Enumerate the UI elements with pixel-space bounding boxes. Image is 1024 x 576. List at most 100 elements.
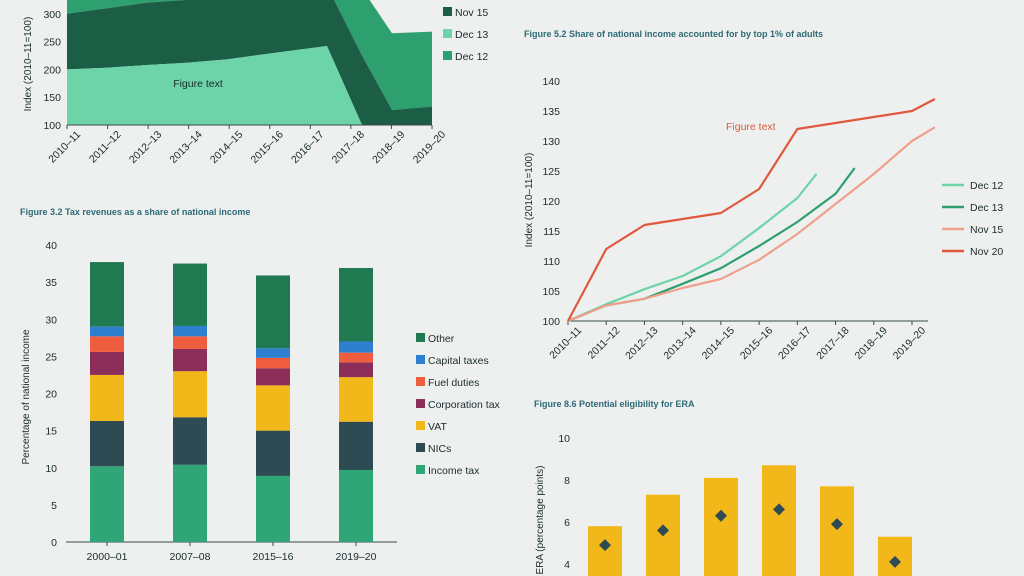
era-y-tick: 8 xyxy=(564,475,570,487)
era-marker xyxy=(657,524,669,537)
era-y-tick: 4 xyxy=(564,559,570,571)
line-y-tick: 135 xyxy=(542,106,560,118)
line-annotation: Figure text xyxy=(726,121,776,133)
area-x-tick: 2013–14 xyxy=(167,129,205,167)
line-y-tick: 105 xyxy=(542,286,560,298)
area-nov15 xyxy=(67,0,432,125)
area-legend-label: Dec 12 xyxy=(455,51,488,63)
area-x-tick: 2018–19 xyxy=(370,129,408,167)
bar-legend-swatch xyxy=(416,355,425,364)
bar-segment xyxy=(173,336,207,349)
era-chart: 4 6 8 10 ERA (percentage points) xyxy=(535,433,912,576)
bar-x-tick: 2000–01 xyxy=(87,551,128,563)
area-legend-label: Nov 15 xyxy=(455,7,488,19)
line-y-tick: 130 xyxy=(542,136,560,148)
area-y-tick: 200 xyxy=(43,64,61,76)
line-series-nov15 xyxy=(567,126,936,323)
area-legend-swatch xyxy=(443,29,452,38)
line-y-tick: 110 xyxy=(543,256,560,268)
era-chart-title: Figure 8.6 Potential eligibility for ERA xyxy=(534,399,695,409)
line-x-tick: 2015–16 xyxy=(738,325,776,363)
bar-segment xyxy=(173,464,207,542)
bar-legend-swatch xyxy=(416,443,425,452)
bar-segment xyxy=(90,466,124,542)
line-x-tick: 2012–13 xyxy=(623,325,661,363)
era-y-tick: 10 xyxy=(558,433,570,445)
bar-chart-title: Figure 3.2 Tax revenues as a share of na… xyxy=(20,207,250,217)
line-x-tick: 2011–12 xyxy=(585,325,622,362)
bar-segment xyxy=(90,420,124,467)
area-y-tick: 250 xyxy=(43,37,61,49)
bar-segment xyxy=(339,352,373,363)
bar-y-tick: 25 xyxy=(45,351,57,363)
bar-segment xyxy=(339,377,373,422)
line-series-dec13 xyxy=(567,167,856,323)
bar-segment xyxy=(90,326,124,337)
bar-x-tick: 2019–20 xyxy=(336,551,377,563)
area-x-tick: 2012–13 xyxy=(127,129,165,167)
era-marker xyxy=(889,555,901,568)
line-x-tick: 2010–11 xyxy=(547,325,584,362)
bar-y-tick: 30 xyxy=(45,314,57,326)
line-series-nov20 xyxy=(567,98,936,322)
line-y-tick: 140 xyxy=(542,76,560,88)
bar-legend-swatch xyxy=(416,377,425,386)
area-x-tick: 2014–15 xyxy=(208,129,246,167)
bar-y-label: Percentage of national income xyxy=(21,329,32,465)
line-x-tick: 2019–20 xyxy=(891,325,929,363)
bar-y-tick: 15 xyxy=(45,426,57,438)
era-bar xyxy=(762,465,796,576)
line-y-tick: 100 xyxy=(542,316,560,328)
bar-legend-label: VAT xyxy=(428,421,447,433)
bar-legend-swatch xyxy=(416,421,425,430)
bar-segment xyxy=(339,268,373,342)
line-x-tick: 2016–17 xyxy=(776,325,814,363)
bar-legend-label: Other xyxy=(428,333,455,345)
area-y-label: Index (2010–11=100) xyxy=(23,17,34,112)
area-chart: 100 150 200 250 300 Index (2010–11=100) 2010–1… xyxy=(23,0,488,166)
bar-y-tick: 5 xyxy=(51,500,57,512)
bar-legend-label: Income tax xyxy=(428,465,480,477)
bar-segment xyxy=(256,430,290,476)
line-chart-title: Figure 5.2 Share of national income acco… xyxy=(524,29,823,39)
line-series-dec12 xyxy=(567,173,818,323)
area-y-tick: 100 xyxy=(43,120,61,132)
bar-y-tick: 10 xyxy=(45,463,57,475)
era-marker xyxy=(599,539,611,552)
era-y-tick: 6 xyxy=(564,517,570,529)
bar-segment xyxy=(256,368,290,386)
line-legend-label: Nov 15 xyxy=(970,224,1003,236)
bar-segment xyxy=(90,351,124,375)
line-y-tick: 115 xyxy=(543,226,560,238)
area-x-tick: 2015–16 xyxy=(248,129,286,167)
area-y-tick: 300 xyxy=(43,9,61,21)
area-legend-label: Dec 13 xyxy=(455,29,488,41)
bar-segment xyxy=(339,421,373,470)
line-chart: 100 105 110 115 120 125 130 135 140 Index (2010–1… xyxy=(524,76,1003,362)
bar-segment xyxy=(339,469,373,542)
bar-legend-swatch xyxy=(416,465,425,474)
bar-segment xyxy=(256,475,290,542)
line-y-tick: 125 xyxy=(542,166,560,178)
line-y-label: Index (2010–11=100) xyxy=(524,153,535,248)
era-marker xyxy=(773,503,785,516)
bar-segment xyxy=(256,357,290,369)
area-legend-swatch xyxy=(443,7,452,16)
bar-segment xyxy=(90,374,124,421)
area-dec13 xyxy=(67,46,432,125)
bar-y-tick: 0 xyxy=(51,537,57,549)
line-x-tick: 2017–18 xyxy=(814,325,852,363)
era-marker xyxy=(715,509,727,522)
area-x-tick: 2011–12 xyxy=(87,129,124,166)
area-x-tick: 2017–18 xyxy=(330,129,368,167)
area-legend-swatch xyxy=(443,51,452,60)
bar-legend-label: Corporation tax xyxy=(428,399,501,411)
bar-segment xyxy=(173,417,207,465)
era-marker xyxy=(831,518,843,531)
bar-segment xyxy=(339,341,373,353)
line-x-tick: 2013–14 xyxy=(661,325,699,363)
area-dec12 xyxy=(67,0,432,110)
line-y-tick: 120 xyxy=(542,196,560,208)
area-annotation: Figure text xyxy=(173,78,223,90)
